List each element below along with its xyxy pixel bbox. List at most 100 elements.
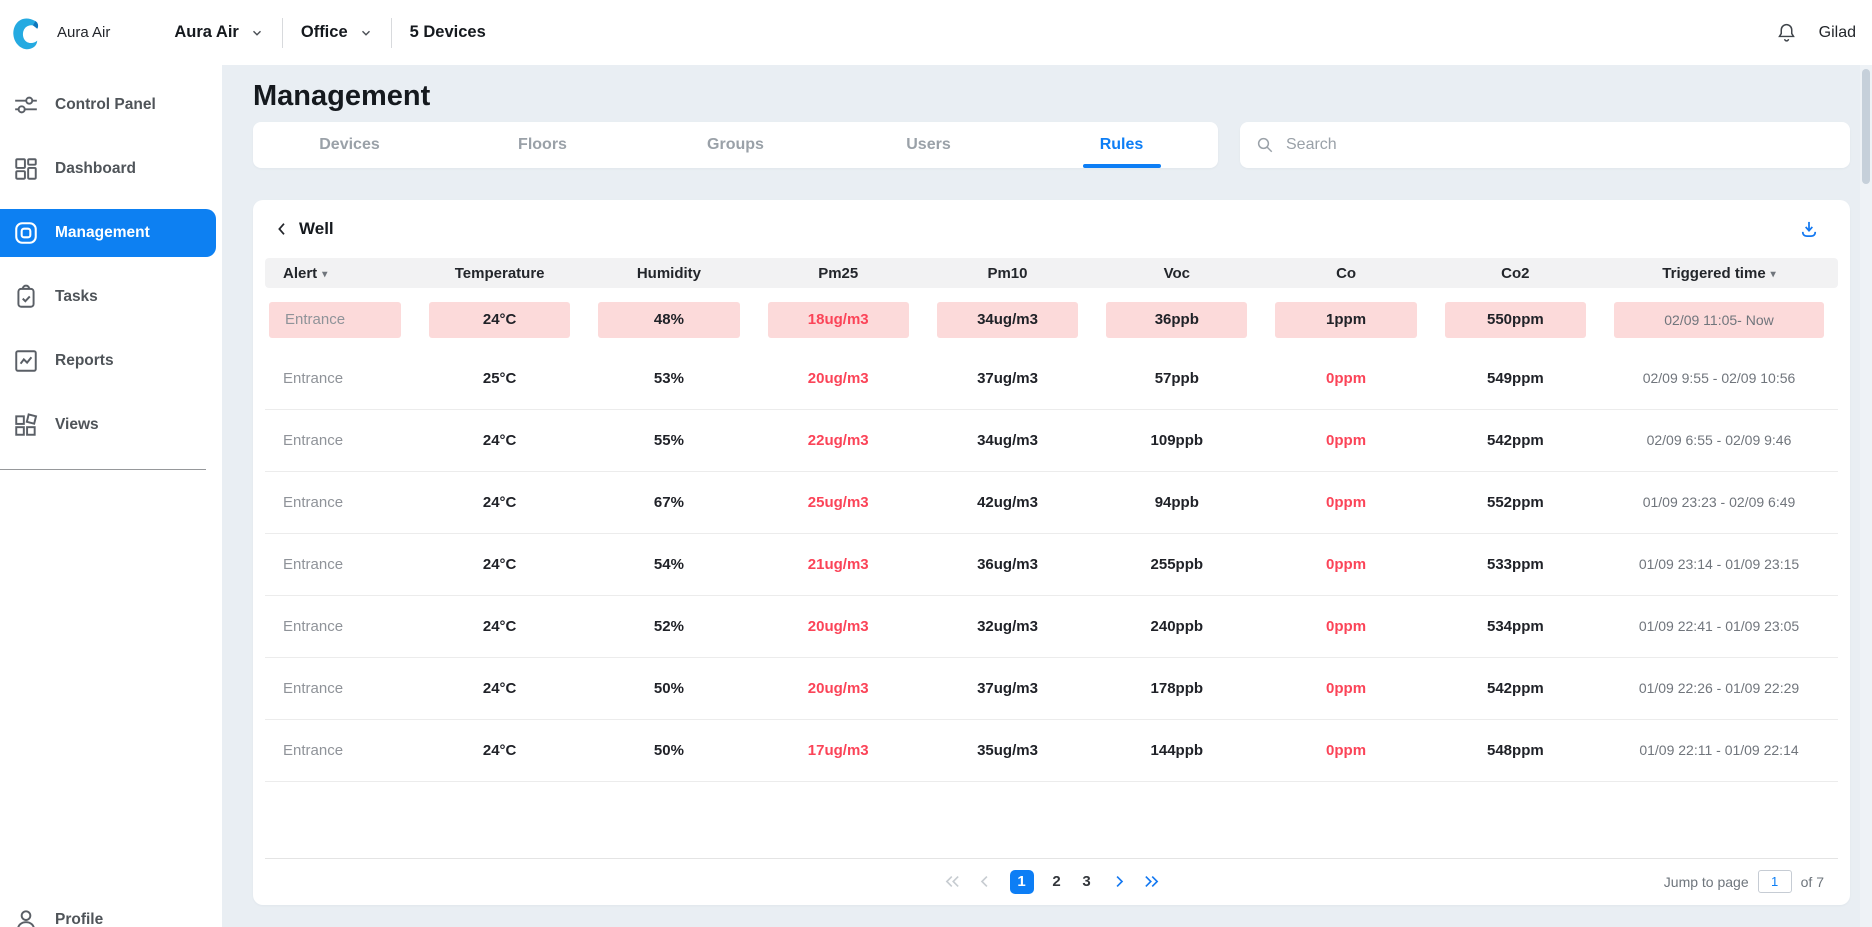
cell-value: 0ppm [1326, 556, 1367, 573]
cell-value: 01/09 22:41 - 01/09 23:05 [1638, 618, 1800, 634]
dashboard-grid-icon [15, 158, 37, 180]
sidebar-item-management[interactable]: Management [0, 209, 216, 257]
column-header-alert[interactable]: Alert ▾ [265, 265, 415, 282]
table-row[interactable]: Entrance 24°C 50% 20ug/m3 37ug/m3 178ppb 0ppm 5… [265, 658, 1838, 720]
back-button[interactable] [267, 214, 297, 244]
cell-value: 34ug/m3 [977, 432, 1038, 449]
cell-pm25: 17ug/m3 [754, 742, 923, 759]
last-page-button[interactable] [1143, 873, 1160, 890]
sidebar-item-label: Management [55, 224, 150, 241]
download-button[interactable] [1794, 214, 1824, 244]
page-button-3[interactable]: 3 [1082, 873, 1091, 890]
panel-header: Well [253, 200, 1850, 258]
next-page-button[interactable] [1110, 873, 1127, 890]
cell-humidity: 52% [584, 618, 753, 635]
tab-rules[interactable]: Rules [1025, 122, 1218, 168]
organization-selector-label: Aura Air [174, 23, 239, 41]
cell-value: 02/09 6:55 - 02/09 9:46 [1646, 432, 1792, 448]
column-label: Humidity [636, 264, 701, 282]
jump-to-page-input[interactable] [1757, 870, 1792, 893]
tab-devices[interactable]: Devices [253, 122, 446, 168]
sidebar-item-reports[interactable]: Reports [0, 337, 222, 385]
cell-co2: 542ppm [1431, 432, 1600, 449]
cell-value: 1ppm [1275, 302, 1417, 338]
table-row[interactable]: Entrance 24°C 67% 25ug/m3 42ug/m3 94ppb 0ppm 55… [265, 472, 1838, 534]
tab-groups[interactable]: Groups [639, 122, 832, 168]
sidebar-item-views[interactable]: Views [0, 401, 222, 449]
cell-co: 0ppm [1261, 370, 1430, 387]
cell-value: Entrance [269, 302, 401, 338]
cell-pm10: 42ug/m3 [923, 494, 1092, 511]
cell-pm25: 20ug/m3 [754, 370, 923, 387]
cell-value: 0ppm [1326, 370, 1367, 387]
sidebar-item-label: Reports [55, 352, 114, 369]
chevron-left-icon [980, 875, 987, 888]
tab-label: Floors [518, 136, 567, 153]
cell-humidity: 48% [584, 302, 753, 338]
sidebar-item-dashboard[interactable]: Dashboard [0, 145, 222, 193]
table-row[interactable]: Entrance 24°C 54% 21ug/m3 36ug/m3 255ppb 0ppm 5… [265, 534, 1838, 596]
sidebar-item-control-panel[interactable]: Control Panel [0, 81, 222, 129]
table-row[interactable]: Entrance 24°C 52% 20ug/m3 32ug/m3 240ppb 0ppm 5… [265, 596, 1838, 658]
tab-floors[interactable]: Floors [446, 122, 639, 168]
column-header-co: Co [1261, 265, 1430, 282]
tab-users[interactable]: Users [832, 122, 1025, 168]
cell-pm25: 25ug/m3 [754, 494, 923, 511]
page-scrollbar[interactable] [1860, 65, 1872, 927]
sidebar-item-label: Dashboard [55, 160, 136, 177]
cell-alert: Entrance [265, 302, 415, 338]
column-label: Alert [283, 264, 318, 282]
column-header-pm10: Pm10 [923, 265, 1092, 282]
cell-value: 178ppb [1150, 680, 1204, 697]
organization-selector[interactable]: Aura Air [174, 23, 264, 42]
previous-page-button[interactable] [977, 873, 994, 890]
cell-triggered: 01/09 22:41 - 01/09 23:05 [1600, 618, 1838, 635]
location-selector[interactable]: Office [301, 23, 373, 42]
table-row[interactable]: Entrance 24°C 50% 17ug/m3 35ug/m3 144ppb 0ppm 5… [265, 720, 1838, 782]
cell-alert: Entrance [265, 494, 415, 511]
cell-triggered: 01/09 23:23 - 02/09 6:49 [1600, 494, 1838, 511]
cell-voc: 144ppb [1092, 742, 1261, 759]
table-row[interactable]: Entrance 24°C 55% 22ug/m3 34ug/m3 109ppb 0ppm 5… [265, 410, 1838, 472]
column-header-triggered[interactable]: Triggered time ▾ [1600, 265, 1838, 282]
cell-value: Entrance [283, 494, 344, 511]
first-page-button[interactable] [944, 873, 961, 890]
cell-value: 67% [653, 494, 684, 511]
scrollbar-thumb[interactable] [1862, 69, 1870, 184]
page-button-2[interactable]: 2 [1052, 873, 1061, 890]
table-row-active-alert[interactable]: Entrance 24°C 48% 18ug/m3 34ug/m3 36ppb 1ppm 55… [265, 292, 1838, 348]
sidebar-item-tasks[interactable]: Tasks [0, 273, 222, 321]
cell-value: 24°C [482, 680, 517, 697]
tab-label: Users [906, 136, 951, 153]
cell-value: 55% [653, 432, 684, 449]
cell-value: 25ug/m3 [807, 494, 869, 511]
aura-air-logo-icon [13, 17, 39, 49]
table-body: Entrance 24°C 48% 18ug/m3 34ug/m3 36ppb 1ppm 55… [265, 292, 1838, 782]
cell-triggered: 02/09 11:05- Now [1600, 302, 1838, 338]
user-name[interactable]: Gilad [1818, 23, 1856, 41]
cell-voc: 255ppb [1092, 556, 1261, 573]
cell-value: Entrance [283, 432, 344, 449]
double-chevron-right-icon [1144, 875, 1158, 888]
cell-pm25: 21ug/m3 [754, 556, 923, 573]
cell-value: 0ppm [1326, 742, 1367, 759]
cell-alert: Entrance [265, 680, 415, 697]
cell-value: 01/09 23:14 - 01/09 23:15 [1638, 556, 1800, 572]
cell-temperature: 24°C [415, 494, 584, 511]
search-input[interactable] [1286, 136, 1834, 154]
cell-value: 144ppb [1150, 742, 1204, 759]
cell-value: 54% [653, 556, 684, 573]
cell-triggered: 02/09 6:55 - 02/09 9:46 [1600, 432, 1838, 449]
cell-pm10: 36ug/m3 [923, 556, 1092, 573]
notifications-bell-icon[interactable] [1776, 22, 1797, 43]
cell-co: 0ppm [1261, 680, 1430, 697]
table-row[interactable]: Entrance 25°C 53% 20ug/m3 37ug/m3 57ppb 0ppm 54… [265, 348, 1838, 410]
cell-value: 01/09 23:23 - 02/09 6:49 [1642, 494, 1796, 510]
total-pages-label: of 7 [1800, 873, 1824, 890]
column-header-humidity: Humidity [584, 265, 753, 282]
chevron-left-icon [278, 223, 285, 235]
tab-label: Rules [1099, 136, 1144, 153]
cell-co2: 533ppm [1431, 556, 1600, 573]
sidebar-item-profile[interactable]: Profile [0, 896, 103, 927]
page-button-1[interactable]: 1 [1009, 869, 1034, 894]
